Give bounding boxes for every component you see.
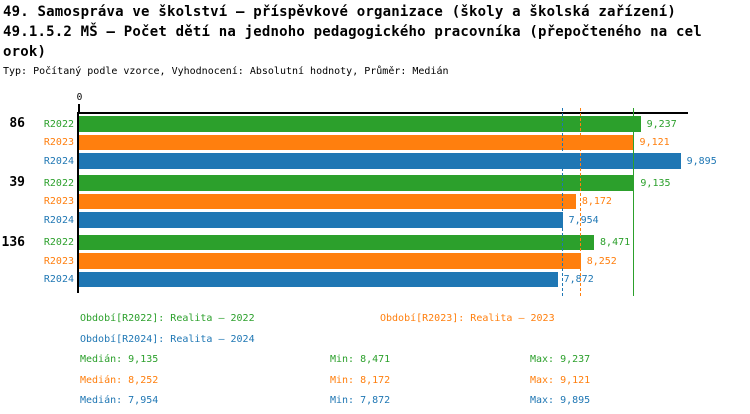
report-title-line-1: 49. Samospráva ve školství – příspěvkové… xyxy=(3,4,677,20)
bar-value-label: 9,237 xyxy=(646,118,677,130)
bar-value-label: 9,121 xyxy=(639,137,670,148)
legend-period-r2022: Období[R2022]: Realita – 2022 xyxy=(80,313,255,324)
bar-group1-r2023[interactable] xyxy=(79,134,634,150)
legend-median-r2022: Medián: 9,135 xyxy=(80,354,159,365)
legend-max-r2023: Max: 9,121 xyxy=(530,374,591,386)
legend-median-r2024: Medián: 7,954 xyxy=(80,395,159,406)
bar-group2-r2023[interactable] xyxy=(79,193,576,209)
legend-min-r2024: Min: 7,872 xyxy=(330,395,391,406)
report-subtitle: Typ: Počítaný podle vzorce, Vyhodnocení:… xyxy=(3,66,449,77)
group-label-3: 136 xyxy=(1,234,25,250)
bar-series-label: R2024 xyxy=(43,214,74,226)
bar-value-label: 7,954 xyxy=(568,214,599,226)
bar-group2-r2022[interactable] xyxy=(79,175,635,191)
bar-value-label: 7,872 xyxy=(563,274,594,285)
bar-series-label: R2022 xyxy=(43,177,74,189)
report-title-line-3: orok) xyxy=(3,44,47,60)
x-axis-baseline xyxy=(77,112,688,114)
legend-median-r2023: Medián: 8,252 xyxy=(80,374,159,386)
median-line-r2022 xyxy=(633,108,635,296)
bar-value-label: 8,252 xyxy=(586,255,617,267)
bar-group2-r2024[interactable] xyxy=(79,212,563,228)
bar-value-label: 9,135 xyxy=(640,177,671,189)
bar-value-label: 8,471 xyxy=(600,237,631,248)
x-axis-zero-label: 0 xyxy=(76,92,83,103)
bar-group3-r2022[interactable] xyxy=(79,234,595,250)
legend-period-r2023: Období[R2023]: Realita – 2023 xyxy=(380,313,555,324)
x-axis-tick xyxy=(78,104,80,112)
bar-series-label: R2024 xyxy=(43,274,74,285)
group-label-1: 86 xyxy=(9,116,25,131)
legend-max-r2024: Max: 9,895 xyxy=(530,395,591,406)
legend-max-r2022: Max: 9,237 xyxy=(530,354,591,365)
legend-period-r2024: Období[R2024]: Realita – 2024 xyxy=(80,333,255,345)
legend-min-r2023: Min: 8,172 xyxy=(330,374,391,386)
bar-series-label: R2023 xyxy=(43,255,74,267)
report-title-line-2: 49.1.5.2 MŠ – Počet dětí na jednoho peda… xyxy=(3,24,702,40)
median-line-r2023 xyxy=(579,108,581,296)
bar-series-label: R2022 xyxy=(43,237,74,248)
legend-min-r2022: Min: 8,471 xyxy=(330,354,391,365)
bar-series-label: R2022 xyxy=(43,118,74,130)
bar-group3-r2024[interactable] xyxy=(79,271,558,287)
bar-series-label: R2023 xyxy=(43,196,74,207)
bar-group1-r2024[interactable] xyxy=(79,153,681,169)
y-axis-line xyxy=(77,112,79,293)
bar-value-label: 8,172 xyxy=(581,196,612,207)
bar-series-label: R2023 xyxy=(43,137,74,148)
bar-group1-r2022[interactable] xyxy=(79,116,641,132)
bar-group3-r2023[interactable] xyxy=(79,253,581,269)
bar-value-label: 9,895 xyxy=(686,155,717,167)
group-label-2: 39 xyxy=(9,175,25,190)
median-line-r2024 xyxy=(561,108,563,296)
bar-series-label: R2024 xyxy=(43,155,74,167)
